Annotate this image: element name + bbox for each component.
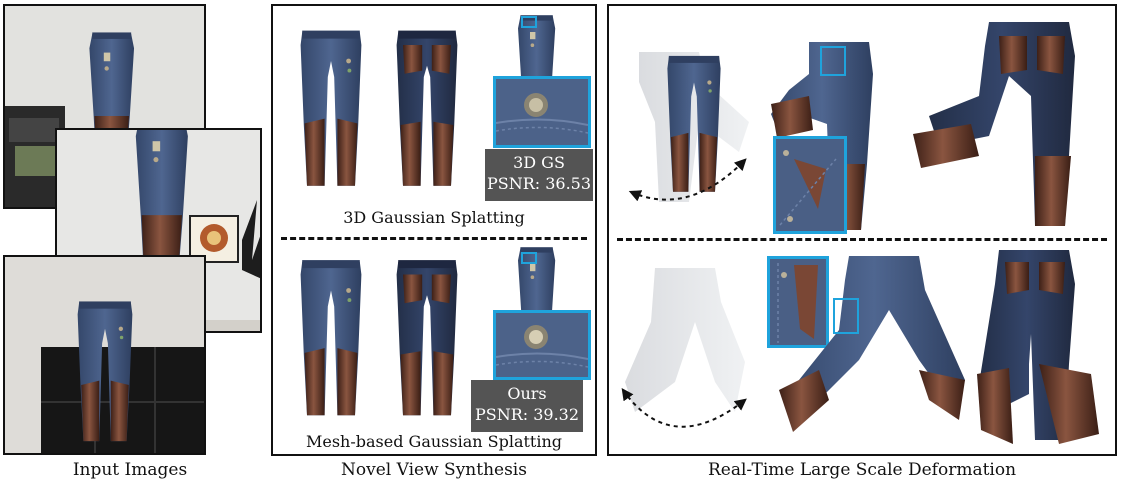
nvs-divider bbox=[281, 237, 587, 240]
deform-top-zoom-inset bbox=[773, 136, 847, 234]
deform-bottom-zoom-indicator bbox=[833, 298, 859, 334]
nvs-bottom-method-label: Mesh-based Gaussian Splatting bbox=[305, 432, 563, 451]
deform-top-ghost-pants bbox=[628, 52, 749, 202]
nvs-top-metric-box: 3D GS PSNR: 36.53 bbox=[485, 149, 593, 201]
caption-deformation: Real-Time Large Scale Deformation bbox=[707, 460, 1017, 480]
deform-bottom-ghost-pants bbox=[621, 268, 747, 428]
nvs-top-method-tag: 3D GS bbox=[513, 153, 565, 172]
nvs-bottom-zoom-indicator bbox=[521, 252, 537, 264]
nvs-bottom-psnr: PSNR: 39.32 bbox=[474, 405, 580, 424]
nvs-top-pants-back bbox=[396, 30, 458, 186]
nvs-bottom-metric-box: Ours PSNR: 39.32 bbox=[471, 380, 583, 432]
nvs-top-pants-front bbox=[300, 30, 362, 186]
nvs-bottom-zoom-inset bbox=[493, 310, 591, 380]
deform-bottom-zoom-inset bbox=[767, 256, 829, 348]
deform-bottom-split-pants bbox=[779, 256, 965, 432]
nvs-top-zoom-inset bbox=[493, 76, 591, 148]
deform-top-kick-pants bbox=[913, 22, 1075, 226]
input-photo-3 bbox=[3, 255, 206, 455]
deformation-panel bbox=[607, 4, 1117, 456]
caption-input-images: Input Images bbox=[72, 460, 188, 480]
nvs-panel: 3D GS PSNR: 36.53 3D Gaussian Splatting … bbox=[271, 4, 597, 456]
nvs-bottom-method-tag: Ours bbox=[507, 384, 547, 403]
nvs-bottom-pants-front bbox=[300, 260, 362, 416]
deform-top-zoom-indicator bbox=[820, 46, 846, 76]
deform-divider bbox=[617, 238, 1107, 241]
nvs-top-zoom-indicator bbox=[521, 16, 537, 28]
nvs-bottom-pants-back bbox=[396, 260, 458, 416]
nvs-top-psnr: PSNR: 36.53 bbox=[486, 174, 592, 193]
deform-bottom-lift-pants bbox=[977, 250, 1099, 444]
caption-novel-view-synthesis: Novel View Synthesis bbox=[341, 460, 527, 480]
nvs-top-method-label: 3D Gaussian Splatting bbox=[343, 208, 525, 227]
